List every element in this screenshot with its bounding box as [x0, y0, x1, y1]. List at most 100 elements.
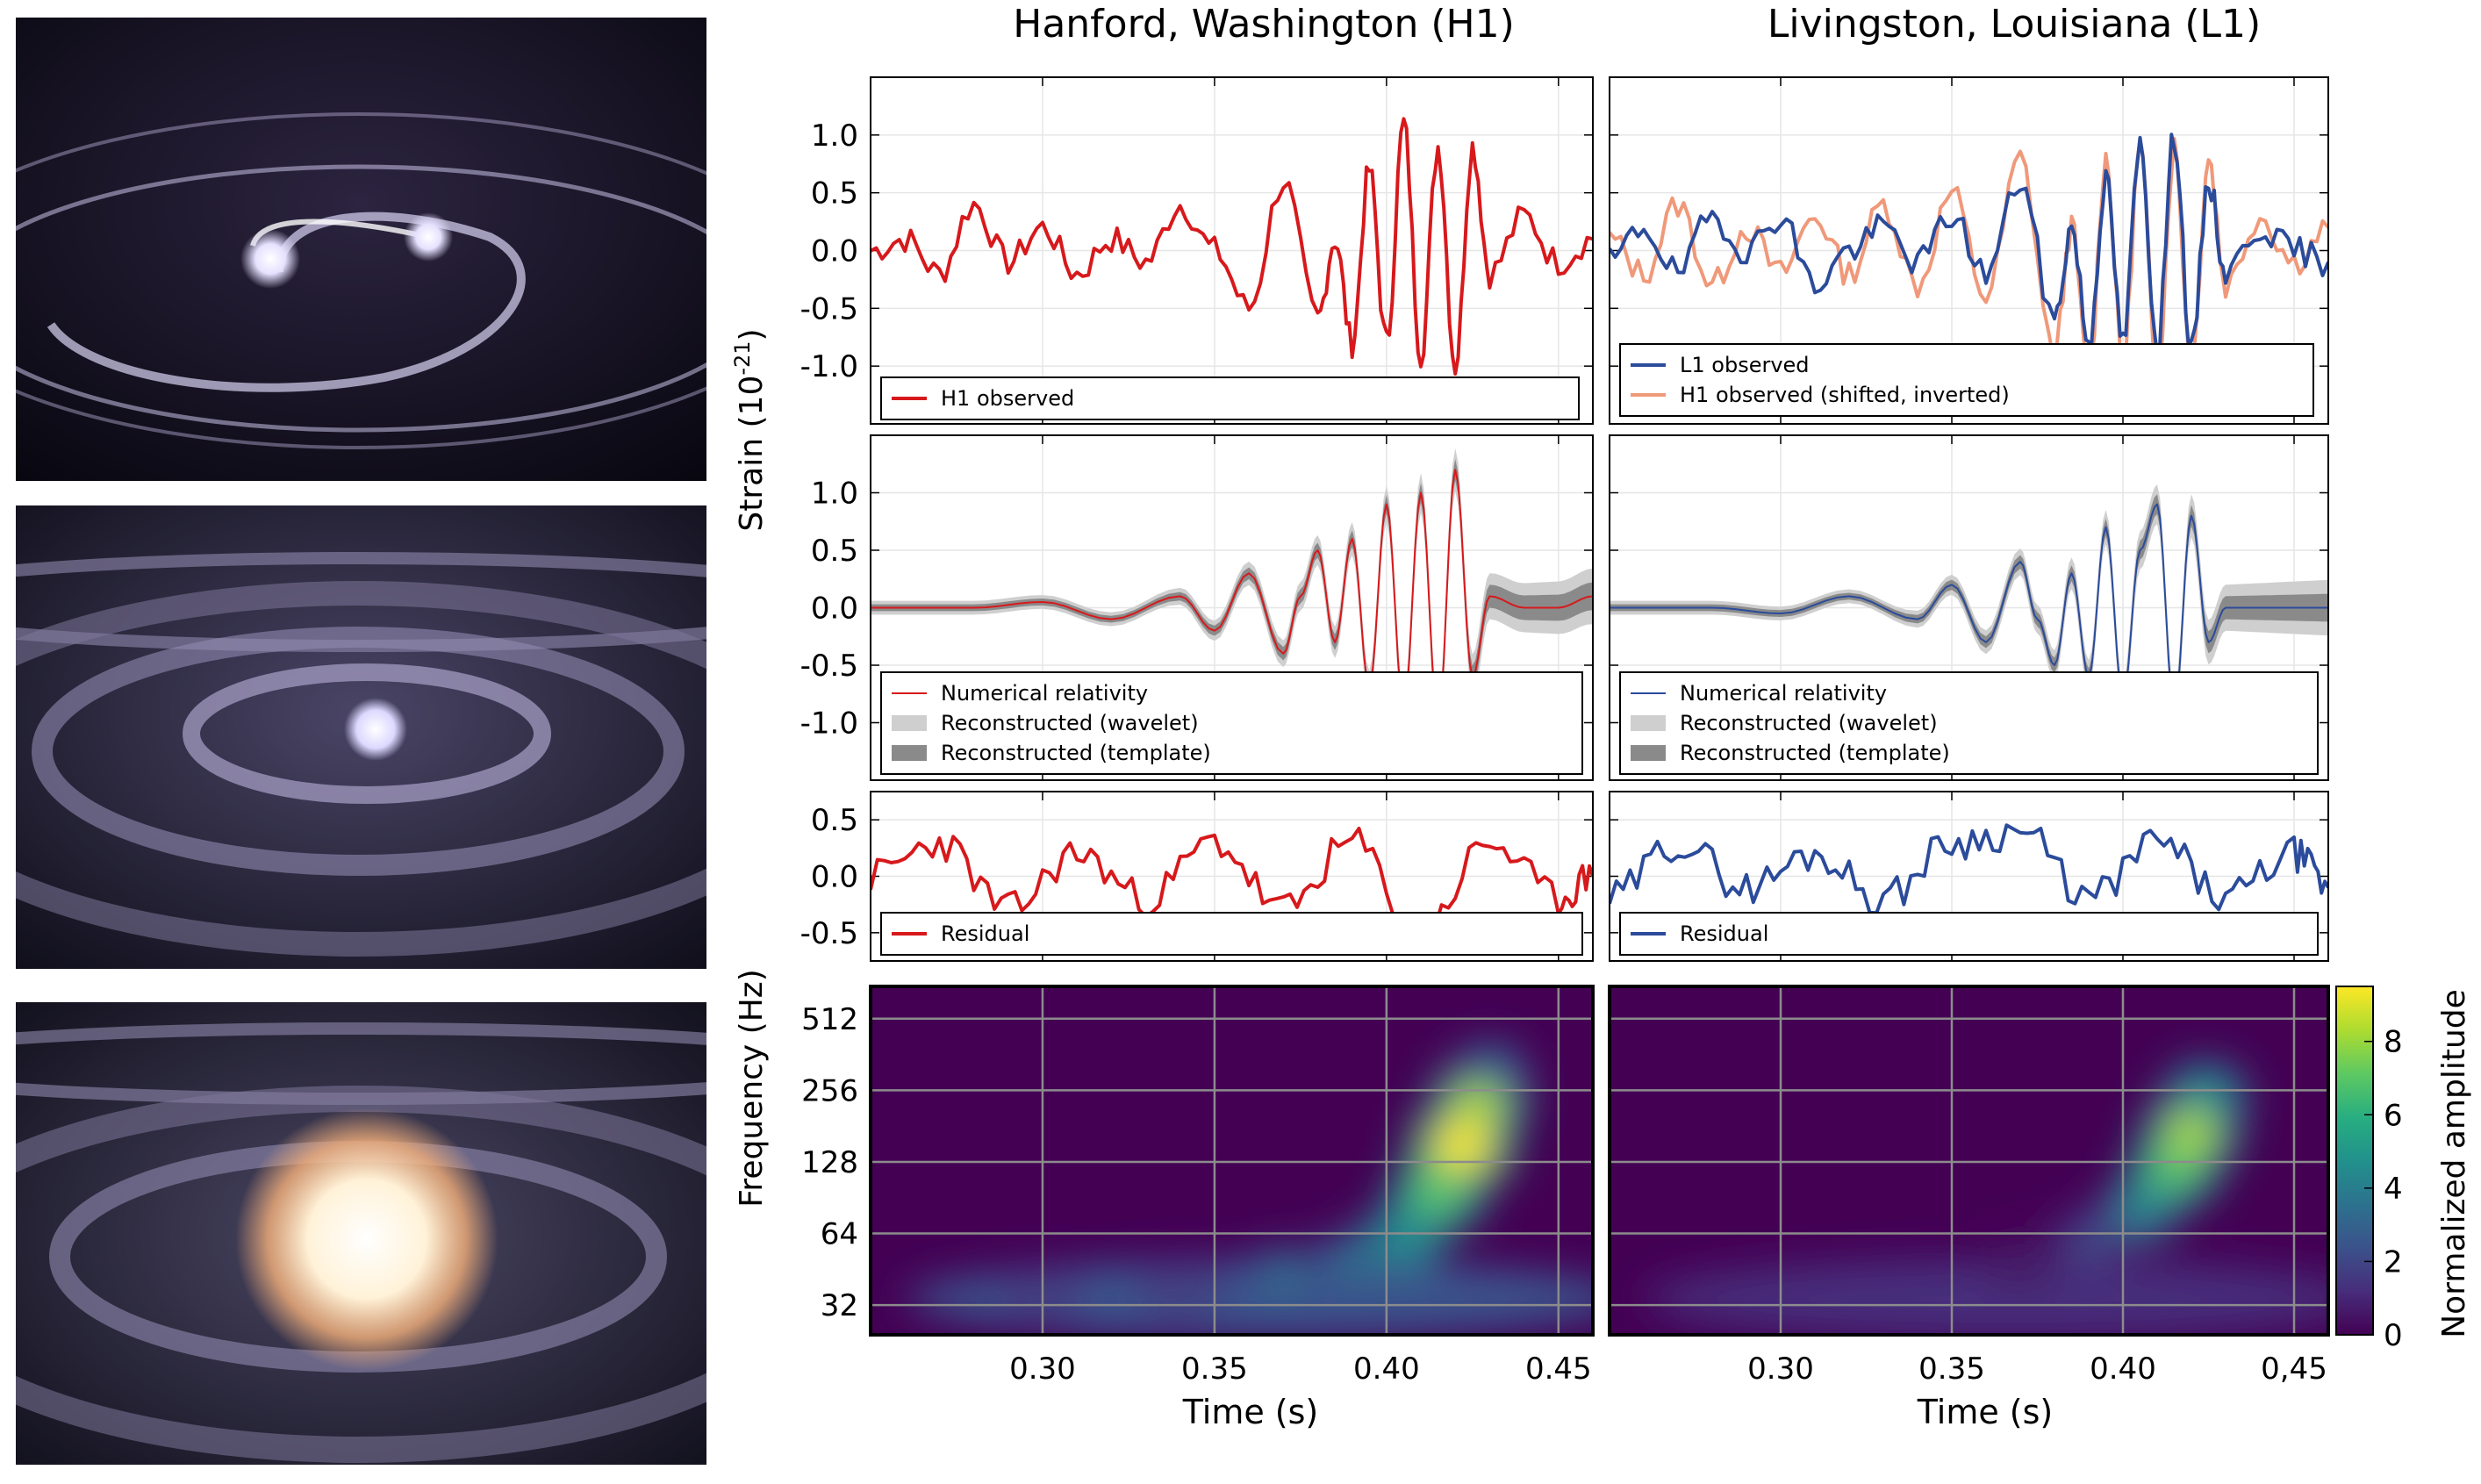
- chirp-point: [1413, 1170, 1463, 1216]
- y-tick-label: -0.5: [800, 291, 858, 326]
- legend-label: Numerical relativity: [1680, 681, 1887, 706]
- legend-label: Residual: [941, 921, 1029, 946]
- legend-label: Reconstructed (wavelet): [1680, 711, 1938, 735]
- legend-box: [1619, 912, 2319, 956]
- y-tick-label: 0.5: [811, 176, 858, 211]
- strain-axis-label: Strain (10-21): [730, 328, 770, 531]
- x-tick-label: 0.40: [1353, 1351, 1420, 1387]
- illustration-near-merger: [16, 505, 706, 969]
- spectrogram-floor: [1646, 1259, 2328, 1335]
- chirp-point: [1471, 1057, 1509, 1091]
- y-tick-label: 0.5: [811, 534, 858, 569]
- y-tick-label: 128: [801, 1145, 858, 1180]
- l1-residual-panel: Residual: [1609, 791, 2329, 962]
- h1-observed-frame: [870, 76, 1594, 425]
- y-tick-label: 0.0: [811, 591, 858, 627]
- l1-residual-frame: [1609, 791, 2329, 962]
- chirp-point: [1162, 1271, 1198, 1303]
- y-tick-label: 0.0: [811, 234, 858, 269]
- y-tick-label: 0.5: [811, 803, 858, 838]
- legend-swatch: [1631, 715, 1666, 731]
- h1-observed-line: [871, 117, 1593, 376]
- l1-observed-panel: L1 observed H1 observed (shifted, inverte…: [1609, 76, 2329, 425]
- x-tick-label: 0,45: [2261, 1351, 2327, 1387]
- chirp-point: [1434, 1119, 1491, 1172]
- y-tick-label: -0.5: [800, 649, 858, 684]
- chirp-point: [1382, 1217, 1425, 1257]
- legend-box: [880, 671, 1583, 775]
- l1-reconstructed-frame: [1609, 434, 2329, 781]
- h1-reconstructed-panel: 1.0 0.5 0.0 -0.5 -1.0 Numerical relativity Rec…: [800, 434, 1594, 781]
- chirp-point: [2166, 1108, 2217, 1157]
- legend-label: Reconstructed (template): [941, 741, 1211, 765]
- legend-label: H1 observed: [941, 386, 1074, 411]
- y-tick-label: 32: [821, 1288, 858, 1323]
- illustration-merger: [16, 1002, 706, 1465]
- h1-time-axis-label: Time (s): [1182, 1393, 1319, 1431]
- y-tick-label: 1.0: [811, 477, 858, 512]
- chirp-point: [2005, 1245, 2035, 1273]
- h1-observed-panel: 1.0 0.5 0.0 -0.5 -1.0 H1 observed: [800, 76, 1594, 425]
- x-tick-label: 0.35: [1918, 1351, 1985, 1387]
- chirp-point: [2072, 1225, 2105, 1256]
- colorbar-panel: 8 6 4 2 0: [2335, 986, 2403, 1353]
- spectrogram-energy: [1646, 1060, 2328, 1335]
- colorbar-label: Normalized amplitude: [2436, 989, 2472, 1338]
- numerical-relativity-line: [871, 469, 1593, 724]
- legend-label: Reconstructed (wavelet): [941, 711, 1199, 735]
- h1-reconstructed-frame: [870, 434, 1594, 781]
- y-tick-label: 512: [801, 1002, 858, 1037]
- legend-label: Numerical relativity: [941, 681, 1148, 706]
- colorbar-tick-label: 4: [2384, 1172, 2403, 1207]
- h1-residual-panel: 0.5 0.0 -0.5 Residual: [800, 791, 1594, 962]
- legend-swatch: [892, 745, 927, 761]
- legend-label: Residual: [1680, 921, 1768, 946]
- legend-box: [1619, 671, 2319, 775]
- x-tick-label: 0.30: [1009, 1351, 1076, 1387]
- l1-reconstructed-panel: Numerical relativity Reconstructed (wavel…: [1609, 434, 2329, 781]
- wavelet-band: [871, 448, 1593, 743]
- legend-box: [880, 376, 1580, 420]
- legend-label: Reconstructed (template): [1680, 741, 1950, 765]
- l1-residual-line: [1610, 823, 2328, 915]
- legend-box: [1619, 343, 2314, 417]
- h1-column-title: Hanford, Washington (H1): [1013, 2, 1515, 47]
- chirp-point: [1265, 1260, 1301, 1294]
- y-tick-label: -1.0: [800, 349, 858, 384]
- l1-spectrogram-panel: 0.30 0.35 0.40 0,45: [1608, 985, 2330, 1387]
- colorbar-tick-label: 0: [2384, 1318, 2403, 1353]
- colorbar-gradient: [2335, 986, 2374, 1336]
- x-tick-label: 0.45: [1525, 1351, 1592, 1387]
- l1-column-title: Livingston, Louisiana (L1): [1768, 2, 2261, 47]
- chirp-point: [2150, 1146, 2198, 1191]
- x-tick-label: 0.40: [2090, 1351, 2156, 1387]
- y-tick-label: 1.0: [811, 118, 858, 154]
- y-tick-label: -1.0: [800, 706, 858, 742]
- h1-spectrogram-panel: 512 256 128 64 32 0.30 0.35 0.40 0.45: [801, 985, 1595, 1387]
- chirp-point: [1333, 1246, 1371, 1280]
- l1-observed-line: [1610, 133, 2328, 357]
- x-tick-label: 0.30: [1747, 1351, 1814, 1387]
- colorbar-tick-label: 8: [2384, 1025, 2403, 1060]
- illustration-inspiral: [16, 18, 706, 481]
- legend-swatch: [892, 715, 927, 731]
- legend-swatch: [1631, 745, 1666, 761]
- chirp-point: [2183, 1077, 2226, 1116]
- legend-label: L1 observed: [1680, 353, 1810, 377]
- y-tick-label: 0.0: [811, 860, 858, 895]
- h1-residual-line: [871, 827, 1593, 945]
- colorbar-tick-label: 2: [2384, 1244, 2403, 1280]
- l1-spectrogram-frame: [1608, 985, 2330, 1337]
- l1-observed-frame: [1609, 76, 2329, 425]
- h1-spectrogram-frame: [869, 985, 1595, 1337]
- frequency-axis-label: Frequency (Hz): [734, 969, 770, 1207]
- y-tick-label: -0.5: [800, 916, 858, 951]
- legend-box: [880, 912, 1583, 956]
- spectrogram-floor: [907, 1259, 1593, 1335]
- l1-time-axis-label: Time (s): [1917, 1393, 2054, 1431]
- y-tick-label: 64: [821, 1217, 858, 1252]
- legend-label: H1 observed (shifted, inverted): [1680, 383, 2010, 407]
- x-tick-label: 0.35: [1181, 1351, 1248, 1387]
- y-tick-label: 256: [801, 1073, 858, 1108]
